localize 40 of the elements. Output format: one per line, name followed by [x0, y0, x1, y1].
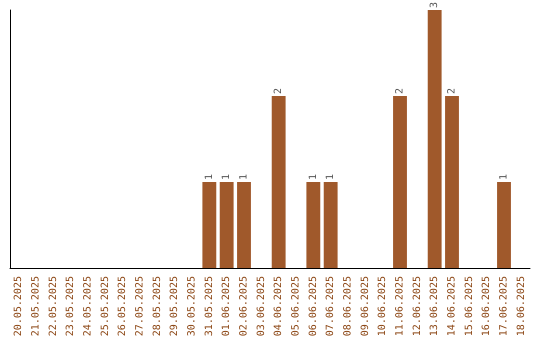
x-tick-label: 26.05.2025 [117, 276, 128, 336]
data-label: 3 [429, 2, 440, 8]
x-tick-label: 24.05.2025 [82, 276, 94, 336]
data-label: 1 [221, 174, 232, 180]
data-label: 1 [204, 174, 215, 180]
x-tick-label: 18.06.2025 [516, 276, 527, 336]
x-tick-label: 11.06.2025 [394, 276, 406, 336]
x-tick-label: 06.06.2025 [308, 276, 319, 336]
x-tick-label: 13.06.2025 [429, 276, 440, 336]
x-tick-label: 15.06.2025 [464, 276, 475, 336]
x-tick-label: 02.06.2025 [238, 276, 250, 336]
data-label: 2 [394, 88, 406, 94]
x-tick-label: 14.06.2025 [446, 276, 458, 336]
x-tick-label: 30.05.2025 [186, 276, 198, 336]
x-tick-label: 12.06.2025 [412, 276, 423, 336]
data-label: 1 [325, 174, 336, 180]
data-label: 2 [273, 88, 284, 94]
x-tick-label: 05.06.2025 [290, 276, 302, 336]
data-label: 1 [238, 174, 250, 180]
data-label: 1 [498, 174, 510, 180]
x-tick-label: 29.05.2025 [169, 276, 180, 336]
x-tick-label: 10.06.2025 [377, 276, 388, 336]
x-tick-label: 28.05.2025 [152, 276, 163, 336]
x-tick-label: 25.05.2025 [100, 276, 111, 336]
x-tick-label: 27.05.2025 [134, 276, 146, 336]
x-tick-label: 17.06.2025 [498, 276, 510, 336]
data-label: 1 [308, 174, 319, 180]
x-tick-label: 31.05.2025 [204, 276, 215, 336]
x-tick-label: 21.05.2025 [30, 276, 42, 336]
data-label: 2 [446, 88, 458, 94]
x-tick-label: 16.06.2025 [481, 276, 492, 336]
x-tick-label: 03.06.2025 [256, 276, 267, 336]
x-tick-label: 23.05.2025 [65, 276, 76, 336]
x-tick-label: 07.06.2025 [325, 276, 336, 336]
x-tick-label: 08.06.2025 [342, 276, 354, 336]
x-tick-label: 09.06.2025 [360, 276, 371, 336]
x-tick-label: 01.06.2025 [221, 276, 232, 336]
x-tick-label: 04.06.2025 [273, 276, 284, 336]
x-tick-label: 22.05.2025 [48, 276, 59, 336]
x-tick-label: 20.05.2025 [13, 276, 24, 336]
